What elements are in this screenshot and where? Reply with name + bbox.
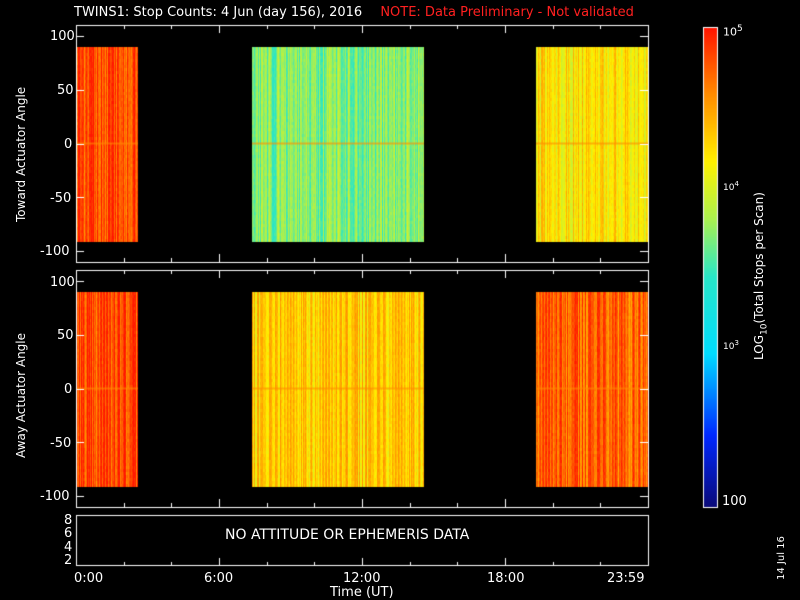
p3-ytick: 2 <box>64 553 73 568</box>
panel1-ylabel: Toward Actuator Angle <box>14 86 28 222</box>
colorbar-label: LOG10(Total Stops per Scan) <box>752 192 770 360</box>
title-main: TWINS1: Stop Counts: 4 Jun (day 156), 20… <box>74 5 363 20</box>
xtick: 23:59 <box>607 571 645 586</box>
p1-ytick: 50 <box>57 83 74 98</box>
cbar-tick: 104 <box>723 180 739 193</box>
xtick: 0:00 <box>74 571 104 586</box>
panel2-ylabel: Away Actuator Angle <box>14 332 28 458</box>
xaxis-label: Time (UT) <box>330 585 394 600</box>
p2-ytick: 100 <box>50 275 75 290</box>
xtick: 12:00 <box>343 571 381 586</box>
cbar-tick: 103 <box>723 339 739 352</box>
p1-ytick: -100 <box>40 244 70 259</box>
p3-ytick: 6 <box>64 526 73 541</box>
p3-ytick: 8 <box>64 513 73 528</box>
footer-date: 14 Jul 16 <box>776 536 787 580</box>
title-note: NOTE: Data Preliminary - Not validated <box>380 5 634 20</box>
p1-ytick: 0 <box>64 137 73 152</box>
xtick: 18:00 <box>487 571 525 586</box>
p3-ytick: 4 <box>64 540 73 555</box>
chart-title: TWINS1: Stop Counts: 4 Jun (day 156), 20… <box>74 5 634 20</box>
p2-ytick: 50 <box>57 328 74 343</box>
status-message: NO ATTITUDE OR EPHEMERIS DATA <box>225 527 470 543</box>
p1-ytick: -50 <box>50 191 72 206</box>
p2-ytick: -100 <box>40 489 70 504</box>
p2-ytick: -50 <box>50 436 72 451</box>
cbar-tick: 105 <box>723 24 743 39</box>
p1-ytick: 100 <box>50 29 75 44</box>
xtick: 6:00 <box>204 571 234 586</box>
cbar-tick: 100 <box>722 494 747 509</box>
p2-ytick: 0 <box>64 382 73 397</box>
